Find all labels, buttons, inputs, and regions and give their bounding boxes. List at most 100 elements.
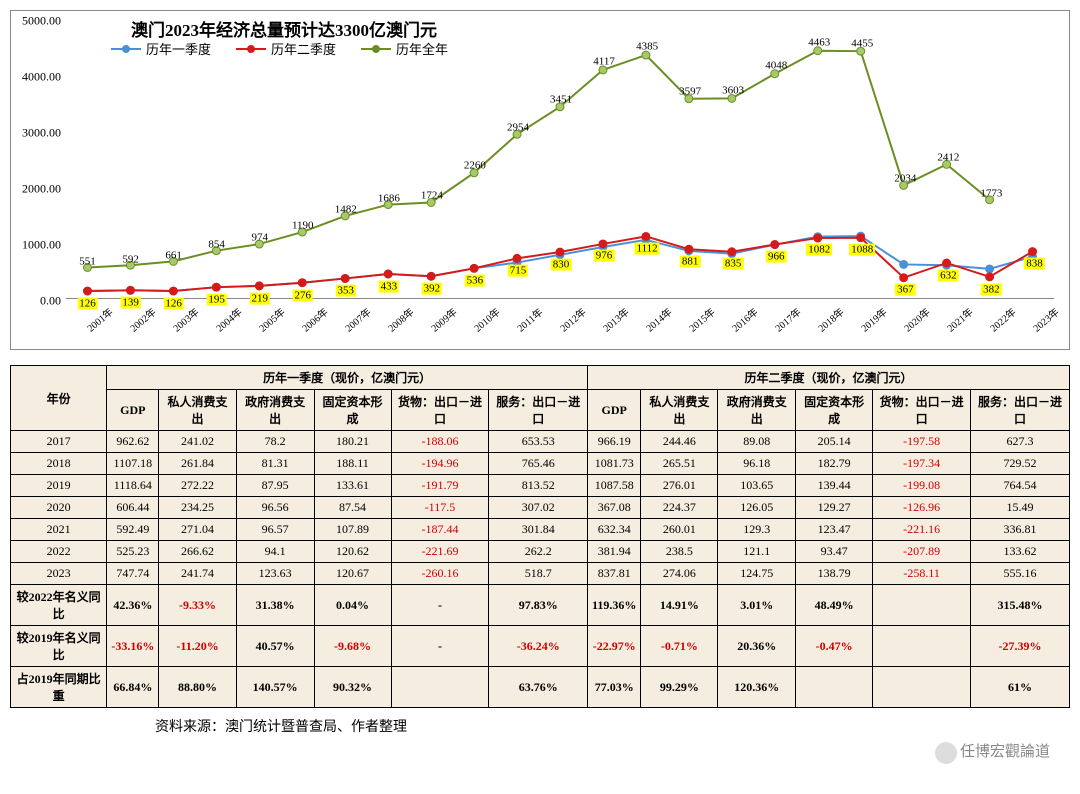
cell: 120.62 <box>314 541 391 563</box>
cell: 81.31 <box>236 453 314 475</box>
sub-header: GDP <box>107 390 159 431</box>
cell: -33.16% <box>107 626 159 667</box>
x-label: 2016年 <box>728 304 761 335</box>
cell: 31.38% <box>236 585 314 626</box>
x-label: 2023年 <box>1029 304 1062 335</box>
table-row: 20191118.64272.2287.95133.61-191.79813.5… <box>11 475 1070 497</box>
table-row: 2017962.62241.0278.2180.21-188.06653.539… <box>11 431 1070 453</box>
y-tick: 1000.00 <box>11 238 61 253</box>
x-label: 2012年 <box>556 304 589 335</box>
cell: 1087.58 <box>588 475 641 497</box>
x-label: 2006年 <box>298 304 331 335</box>
cell: 336.81 <box>971 519 1070 541</box>
cell: 765.46 <box>489 453 588 475</box>
data-label: 1190 <box>292 220 314 232</box>
wechat-icon <box>935 742 957 764</box>
x-label: 2004年 <box>212 304 245 335</box>
cell: 367.08 <box>588 497 641 519</box>
cell: 42.36% <box>107 585 159 626</box>
data-label-highlight: 276 <box>292 289 313 301</box>
cell: -199.08 <box>873 475 971 497</box>
table-body: 2017962.62241.0278.2180.21-188.06653.539… <box>11 431 1070 708</box>
cell: 837.81 <box>588 563 641 585</box>
sub-header: GDP <box>588 390 641 431</box>
cell: 813.52 <box>489 475 588 497</box>
cell: 139.44 <box>796 475 873 497</box>
cell: 266.62 <box>159 541 236 563</box>
sub-header: 政府消费支出 <box>236 390 314 431</box>
cell: 138.79 <box>796 563 873 585</box>
data-label-highlight: 126 <box>77 298 98 310</box>
cell: 262.2 <box>489 541 588 563</box>
data-label: 1773 <box>980 187 1002 199</box>
cell <box>873 626 971 667</box>
data-table: 年份历年一季度（现价，亿澳门元）历年二季度（现价，亿澳门元）GDP私人消费支出政… <box>10 365 1070 708</box>
cell: 182.79 <box>796 453 873 475</box>
data-label: 3603 <box>722 85 744 97</box>
cell: 94.1 <box>236 541 314 563</box>
cell <box>796 667 873 708</box>
summary-label: 较2019年名义同比 <box>11 626 107 667</box>
cell: -22.97% <box>588 626 641 667</box>
cell: 274.06 <box>641 563 718 585</box>
cell: 272.22 <box>159 475 236 497</box>
cell: 234.25 <box>159 497 236 519</box>
cell: 66.84% <box>107 667 159 708</box>
cell: 133.62 <box>971 541 1070 563</box>
data-label: 4463 <box>808 37 830 49</box>
table-row: 20181107.18261.8481.31188.11-194.96765.4… <box>11 453 1070 475</box>
x-label: 2019年 <box>857 304 890 335</box>
cell: -221.16 <box>873 519 971 541</box>
cell: 747.74 <box>107 563 159 585</box>
y-tick: 0.00 <box>11 294 61 309</box>
source-text: 资料来源：澳门统计暨普查局、作者整理 <box>155 716 1080 736</box>
cell: -188.06 <box>391 431 489 453</box>
cell: -258.11 <box>873 563 971 585</box>
data-label-highlight: 139 <box>120 297 141 309</box>
data-label: 4455 <box>851 37 873 49</box>
data-label-highlight: 835 <box>723 258 744 270</box>
cell: 764.54 <box>971 475 1070 497</box>
data-label-highlight: 392 <box>422 283 443 295</box>
data-label: 1686 <box>378 192 400 204</box>
cell: 555.16 <box>971 563 1070 585</box>
cell: 40.57% <box>236 626 314 667</box>
cell: 140.57% <box>236 667 314 708</box>
cell: 90.32% <box>314 667 391 708</box>
data-label-highlight: 126 <box>163 298 184 310</box>
cell: -221.69 <box>391 541 489 563</box>
sub-header: 固定资本形成 <box>314 390 391 431</box>
cell: 97.83% <box>489 585 588 626</box>
cell: 1081.73 <box>588 453 641 475</box>
cell: -191.79 <box>391 475 489 497</box>
cell: 241.74 <box>159 563 236 585</box>
table-row: 2022525.23266.6294.1120.62-221.69262.238… <box>11 541 1070 563</box>
x-label: 2020年 <box>900 304 933 335</box>
cell: 124.75 <box>718 563 796 585</box>
cell: -9.68% <box>314 626 391 667</box>
cell: 14.91% <box>641 585 718 626</box>
group-q2: 历年二季度（现价，亿澳门元） <box>588 366 1070 390</box>
cell: 96.57 <box>236 519 314 541</box>
cell: -0.71% <box>641 626 718 667</box>
cell: 3.01% <box>718 585 796 626</box>
cell: 63.76% <box>489 667 588 708</box>
data-label-highlight: 976 <box>594 250 615 262</box>
x-label: 2018年 <box>814 304 847 335</box>
cell: 1118.64 <box>107 475 159 497</box>
cell: 123.63 <box>236 563 314 585</box>
cell: 315.48% <box>971 585 1070 626</box>
cell: 238.5 <box>641 541 718 563</box>
cell: -197.34 <box>873 453 971 475</box>
cell: 48.49% <box>796 585 873 626</box>
cell-year: 2021 <box>11 519 107 541</box>
summary-label: 较2022年名义同比 <box>11 585 107 626</box>
sub-header: 政府消费支出 <box>718 390 796 431</box>
cell: 276.01 <box>641 475 718 497</box>
cell: 265.51 <box>641 453 718 475</box>
summary-row: 较2019年名义同比-33.16%-11.20%40.57%-9.68%--36… <box>11 626 1070 667</box>
cell: - <box>391 585 489 626</box>
cell: 0.04% <box>314 585 391 626</box>
data-label-highlight: 195 <box>206 294 227 306</box>
cell: 99.29% <box>641 667 718 708</box>
